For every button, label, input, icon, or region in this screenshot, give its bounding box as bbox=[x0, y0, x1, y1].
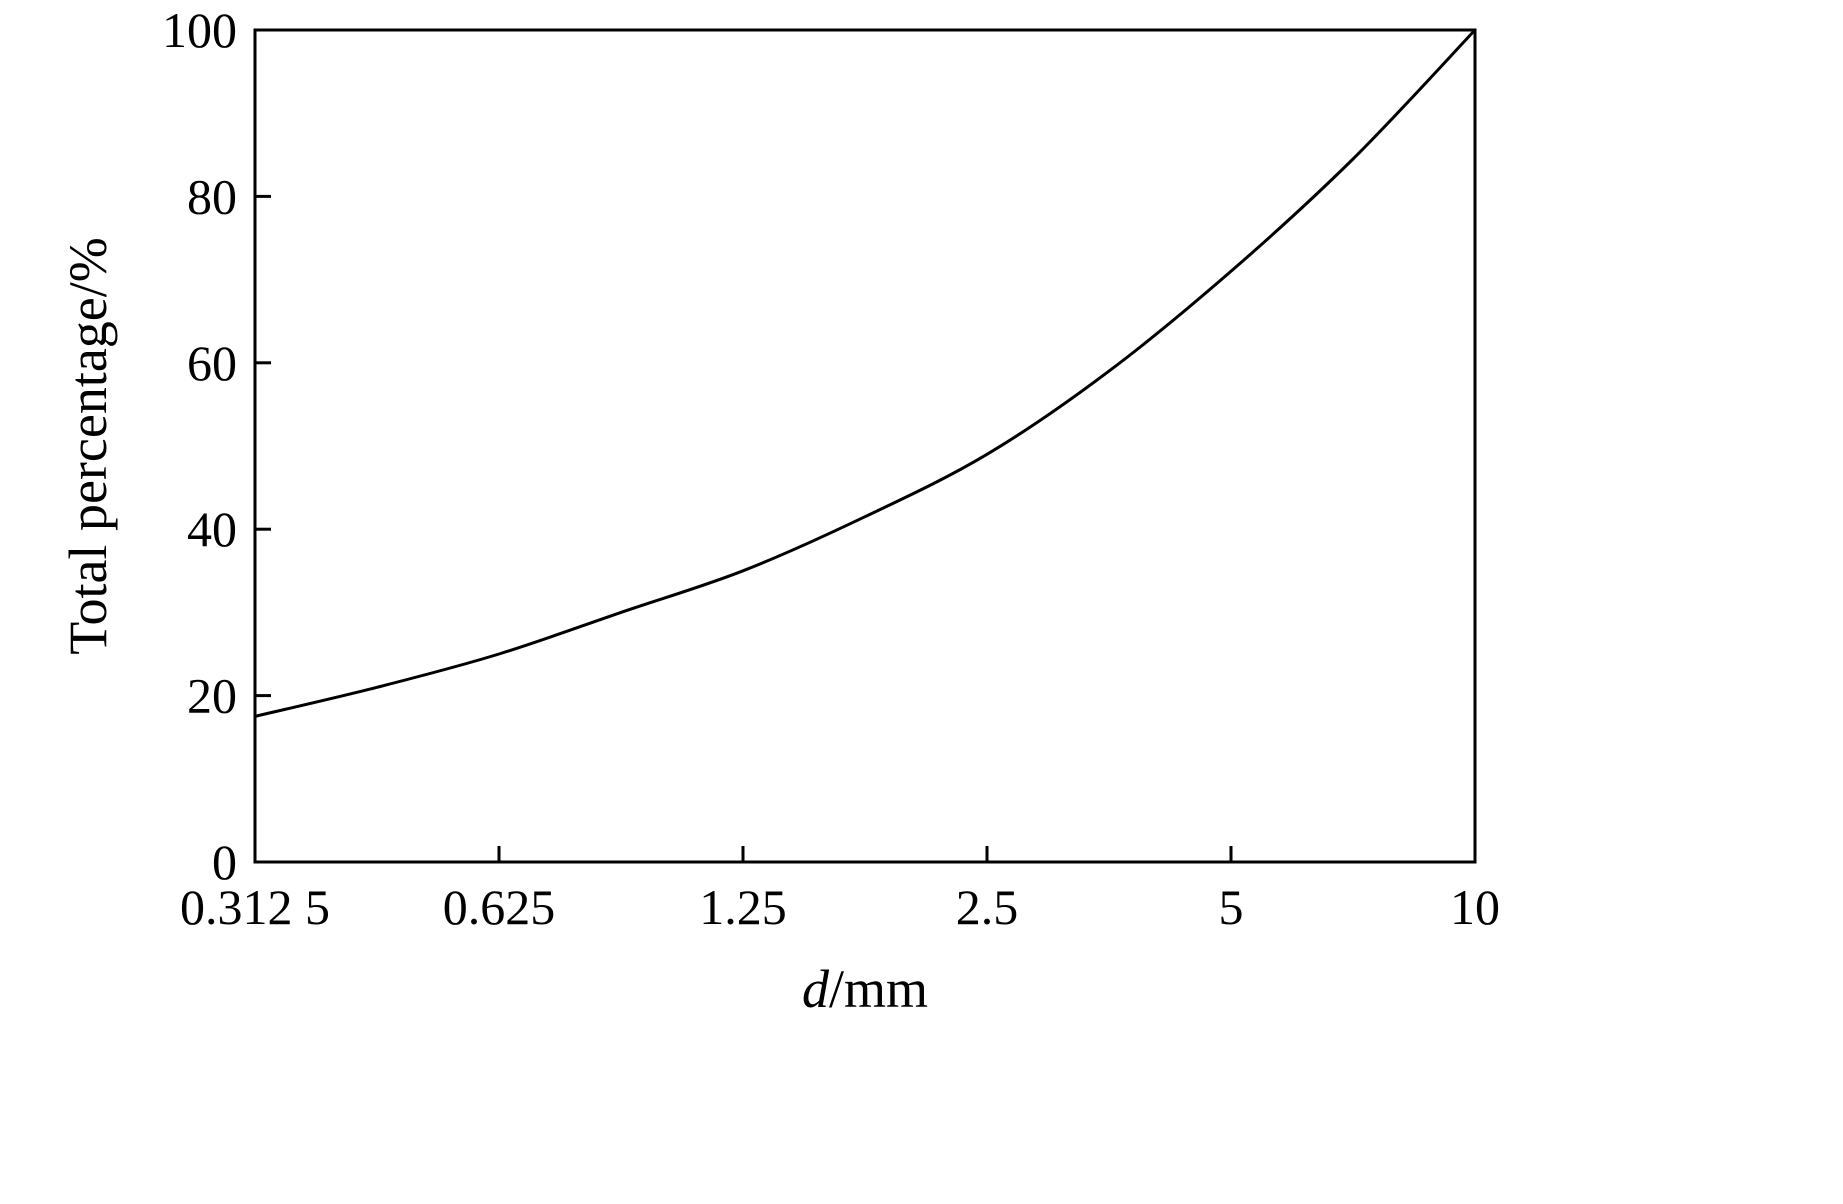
x-tick-label: 0.312 5 bbox=[180, 879, 330, 935]
x-tick-label: 2.5 bbox=[956, 879, 1019, 935]
y-axis-title: Total percentage/% bbox=[58, 237, 118, 655]
x-axis-title-variable: d bbox=[801, 959, 829, 1019]
x-tick-label: 10 bbox=[1450, 879, 1500, 935]
series-curve bbox=[253, 28, 1477, 718]
x-axis-title-unit: /mm bbox=[828, 959, 929, 1019]
y-tick-label: 20 bbox=[187, 668, 237, 724]
x-tick-label: 5 bbox=[1219, 879, 1244, 935]
y-tick-label: 0 bbox=[212, 834, 237, 890]
y-tick-label: 60 bbox=[187, 335, 237, 391]
x-tick-label: 1.25 bbox=[699, 879, 787, 935]
plot-frame bbox=[253, 28, 1477, 864]
y-tick-label: 40 bbox=[187, 501, 237, 557]
y-tick-label: 100 bbox=[162, 2, 237, 58]
x-axis-title: d/mm bbox=[802, 958, 928, 1020]
x-tick-label: 0.625 bbox=[443, 879, 556, 935]
y-tick-label: 80 bbox=[187, 168, 237, 224]
